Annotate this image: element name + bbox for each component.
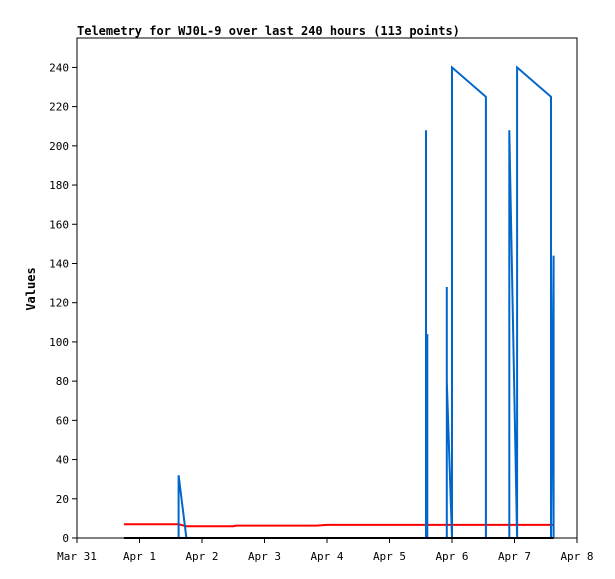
x-tick-label: Apr 8	[560, 550, 593, 563]
x-tick-label: Apr 1	[123, 550, 156, 563]
series-line-1	[123, 523, 554, 528]
x-tick-label: Mar 31	[57, 550, 97, 563]
series-layer	[123, 65, 555, 539]
y-tick-label: 60	[56, 414, 69, 427]
y-tick-label: 100	[49, 336, 69, 349]
y-tick-label: 40	[56, 454, 69, 467]
x-tick-label: Apr 6	[435, 550, 468, 563]
y-tick-label: 160	[49, 218, 69, 231]
y-tick-label: 200	[49, 140, 69, 153]
y-tick-label: 80	[56, 375, 69, 388]
y-tick-label: 120	[49, 297, 69, 310]
plot-frame	[76, 37, 578, 539]
y-tick-label: 20	[56, 493, 69, 506]
x-tick-label: Apr 4	[310, 550, 343, 563]
y-tick-label: 240	[49, 61, 69, 74]
x-tick-label: Apr 3	[248, 550, 281, 563]
series-line-2	[123, 65, 555, 539]
x-axis: Mar 31 Apr 1 Apr 2 Apr 3 Apr 4 Apr 5 Apr 6 Apr …	[57, 538, 594, 563]
y-tick-label: 220	[49, 101, 69, 114]
x-tick-label: Apr 7	[498, 550, 531, 563]
y-axis-label: Values	[24, 267, 38, 310]
y-axis: 0 20 40 60 80 100 120 140 160 180 200 220 240	[49, 61, 77, 545]
chart-title: Telemetry for WJ0L-9 over last 240 hours…	[77, 24, 460, 38]
x-tick-label: Apr 5	[373, 550, 406, 563]
y-tick-label: 140	[49, 257, 69, 270]
x-tick-label: Apr 2	[185, 550, 218, 563]
y-tick-label: 0	[62, 532, 69, 545]
y-tick-label: 180	[49, 179, 69, 192]
